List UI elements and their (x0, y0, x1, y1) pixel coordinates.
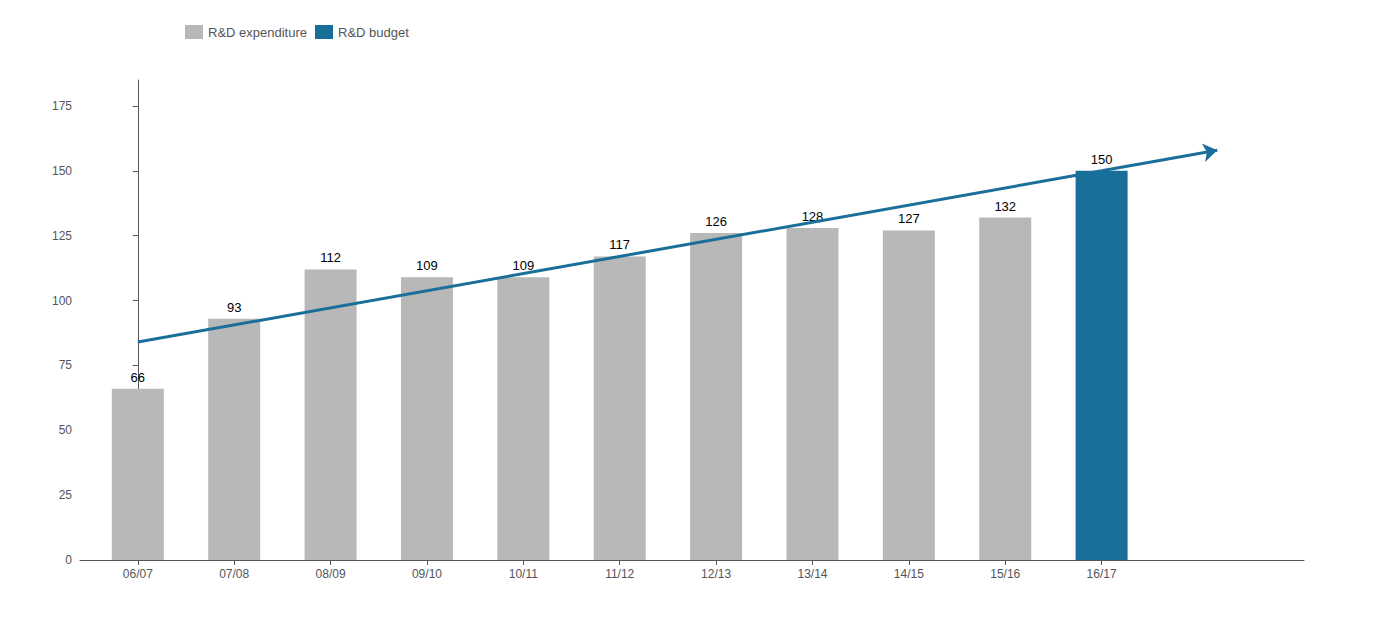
svg-text:125: 125 (52, 229, 72, 243)
svg-text:50: 50 (59, 423, 73, 437)
svg-text:93: 93 (227, 300, 241, 315)
svg-text:128: 128 (801, 208, 824, 224)
svg-text:12/13: 12/13 (701, 567, 731, 581)
svg-text:0: 0 (65, 553, 72, 567)
svg-text:150: 150 (52, 164, 72, 178)
svg-text:14/15: 14/15 (894, 567, 924, 581)
svg-text:75: 75 (59, 358, 73, 372)
svg-text:R&D expenditure: R&D expenditure (208, 25, 307, 40)
svg-text:66: 66 (131, 370, 145, 385)
svg-text:150: 150 (1091, 152, 1113, 167)
svg-text:09/10: 09/10 (412, 567, 442, 581)
svg-text:08/09: 08/09 (316, 567, 346, 581)
svg-text:132: 132 (994, 199, 1016, 214)
svg-text:100: 100 (52, 294, 72, 308)
svg-text:109: 109 (512, 258, 535, 274)
svg-text:109: 109 (416, 258, 438, 273)
svg-text:13/14: 13/14 (797, 567, 827, 581)
svg-text:127: 127 (898, 211, 920, 226)
svg-text:25: 25 (59, 488, 73, 502)
svg-text:16/17: 16/17 (1087, 567, 1117, 581)
svg-text:06/07: 06/07 (123, 567, 153, 581)
svg-text:117: 117 (609, 237, 630, 252)
svg-text:11/12: 11/12 (605, 567, 634, 581)
svg-text:15/16: 15/16 (990, 567, 1020, 581)
svg-text:07/08: 07/08 (219, 567, 249, 581)
svg-text:R&D budget: R&D budget (338, 25, 409, 40)
svg-text:175: 175 (52, 99, 72, 113)
svg-text:126: 126 (705, 214, 727, 229)
svg-text:112: 112 (320, 250, 341, 265)
svg-text:10/11: 10/11 (509, 567, 538, 581)
